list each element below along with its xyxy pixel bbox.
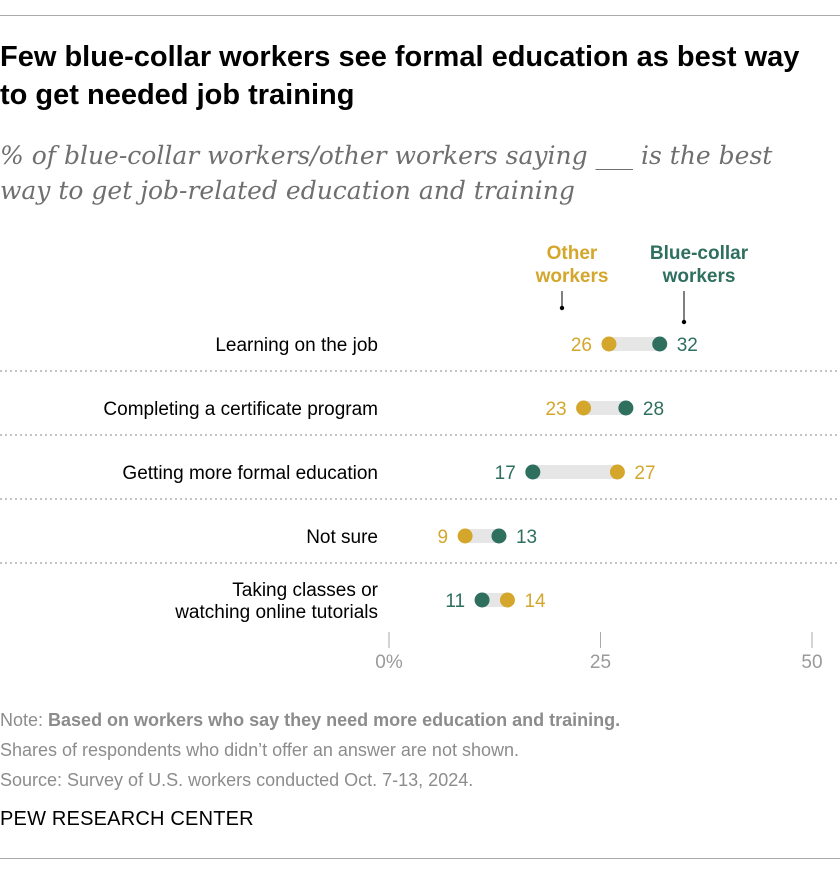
axis-tick-label-0: 0% <box>375 652 403 673</box>
top-rule <box>0 15 840 16</box>
dot-other-workers <box>601 336 617 352</box>
chart-subtitle: % of blue-collar workers/other workers s… <box>0 141 773 205</box>
note-line-1: Note: Based on workers who say they need… <box>0 705 620 735</box>
category-label: Not sure <box>306 527 378 548</box>
legend-label-other: Other <box>547 243 598 264</box>
legend-label-blue-collar: workers <box>662 266 736 287</box>
range-bar <box>583 401 626 415</box>
value-label-blue-collar: 32 <box>677 335 698 356</box>
dot-other-workers <box>457 528 473 544</box>
value-label-blue-collar: 13 <box>516 527 537 548</box>
category-label: Learning on the job <box>215 335 378 356</box>
dot-blue-collar-workers <box>618 400 634 416</box>
legend-label-other: workers <box>535 266 609 287</box>
category-label: Getting more formal education <box>122 463 378 484</box>
category-label: Taking classes or <box>232 580 378 601</box>
value-label-blue-collar: 28 <box>643 399 664 420</box>
dot-blue-collar-workers <box>491 528 507 544</box>
axis-tick-label-1: 25 <box>590 652 611 673</box>
legend-label-blue-collar: Blue-collar <box>650 243 749 264</box>
bottom-rule <box>0 858 840 859</box>
note-line-2: Shares of respondents who didn’t offer a… <box>0 740 519 760</box>
value-label-other: 14 <box>524 591 546 612</box>
value-label-other: 26 <box>571 335 592 356</box>
note-prefix: Note: <box>0 710 49 730</box>
brand-name: PEW RESEARCH CENTER <box>0 808 254 830</box>
dot-plot-chart: 0% 25 50OtherworkersBlue-collarworkersLear… <box>0 243 840 673</box>
value-label-other: 9 <box>438 527 449 548</box>
dot-blue-collar-workers <box>525 464 541 480</box>
dot-blue-collar-workers <box>652 336 668 352</box>
axis-tick-label-2: 50 <box>801 652 822 673</box>
chart-title: Few blue-collar workers see formal educa… <box>0 41 800 111</box>
dot-other-workers <box>609 464 625 480</box>
range-bar <box>608 337 660 351</box>
dot-blue-collar-workers <box>474 592 490 608</box>
category-label: Completing a certificate program <box>103 399 378 420</box>
dot-other-workers <box>576 400 592 416</box>
value-label-blue-collar: 17 <box>495 463 516 484</box>
range-bar <box>465 529 499 543</box>
note-bold-text: Based on workers who say they need more … <box>48 710 621 730</box>
chart-notes: Note: Based on workers who say they need… <box>0 705 620 795</box>
category-label: watching online tutorials <box>174 602 378 623</box>
value-label-blue-collar: 11 <box>445 591 465 612</box>
source-line: Source: Survey of U.S. workers conducted… <box>0 770 474 790</box>
range-bar <box>532 465 618 479</box>
legend-leader-dot-blue-collar <box>681 319 687 325</box>
legend-leader-dot-other <box>559 305 565 311</box>
value-label-other: 27 <box>634 463 655 484</box>
dot-other-workers <box>499 592 515 608</box>
value-label-other: 23 <box>545 399 566 420</box>
